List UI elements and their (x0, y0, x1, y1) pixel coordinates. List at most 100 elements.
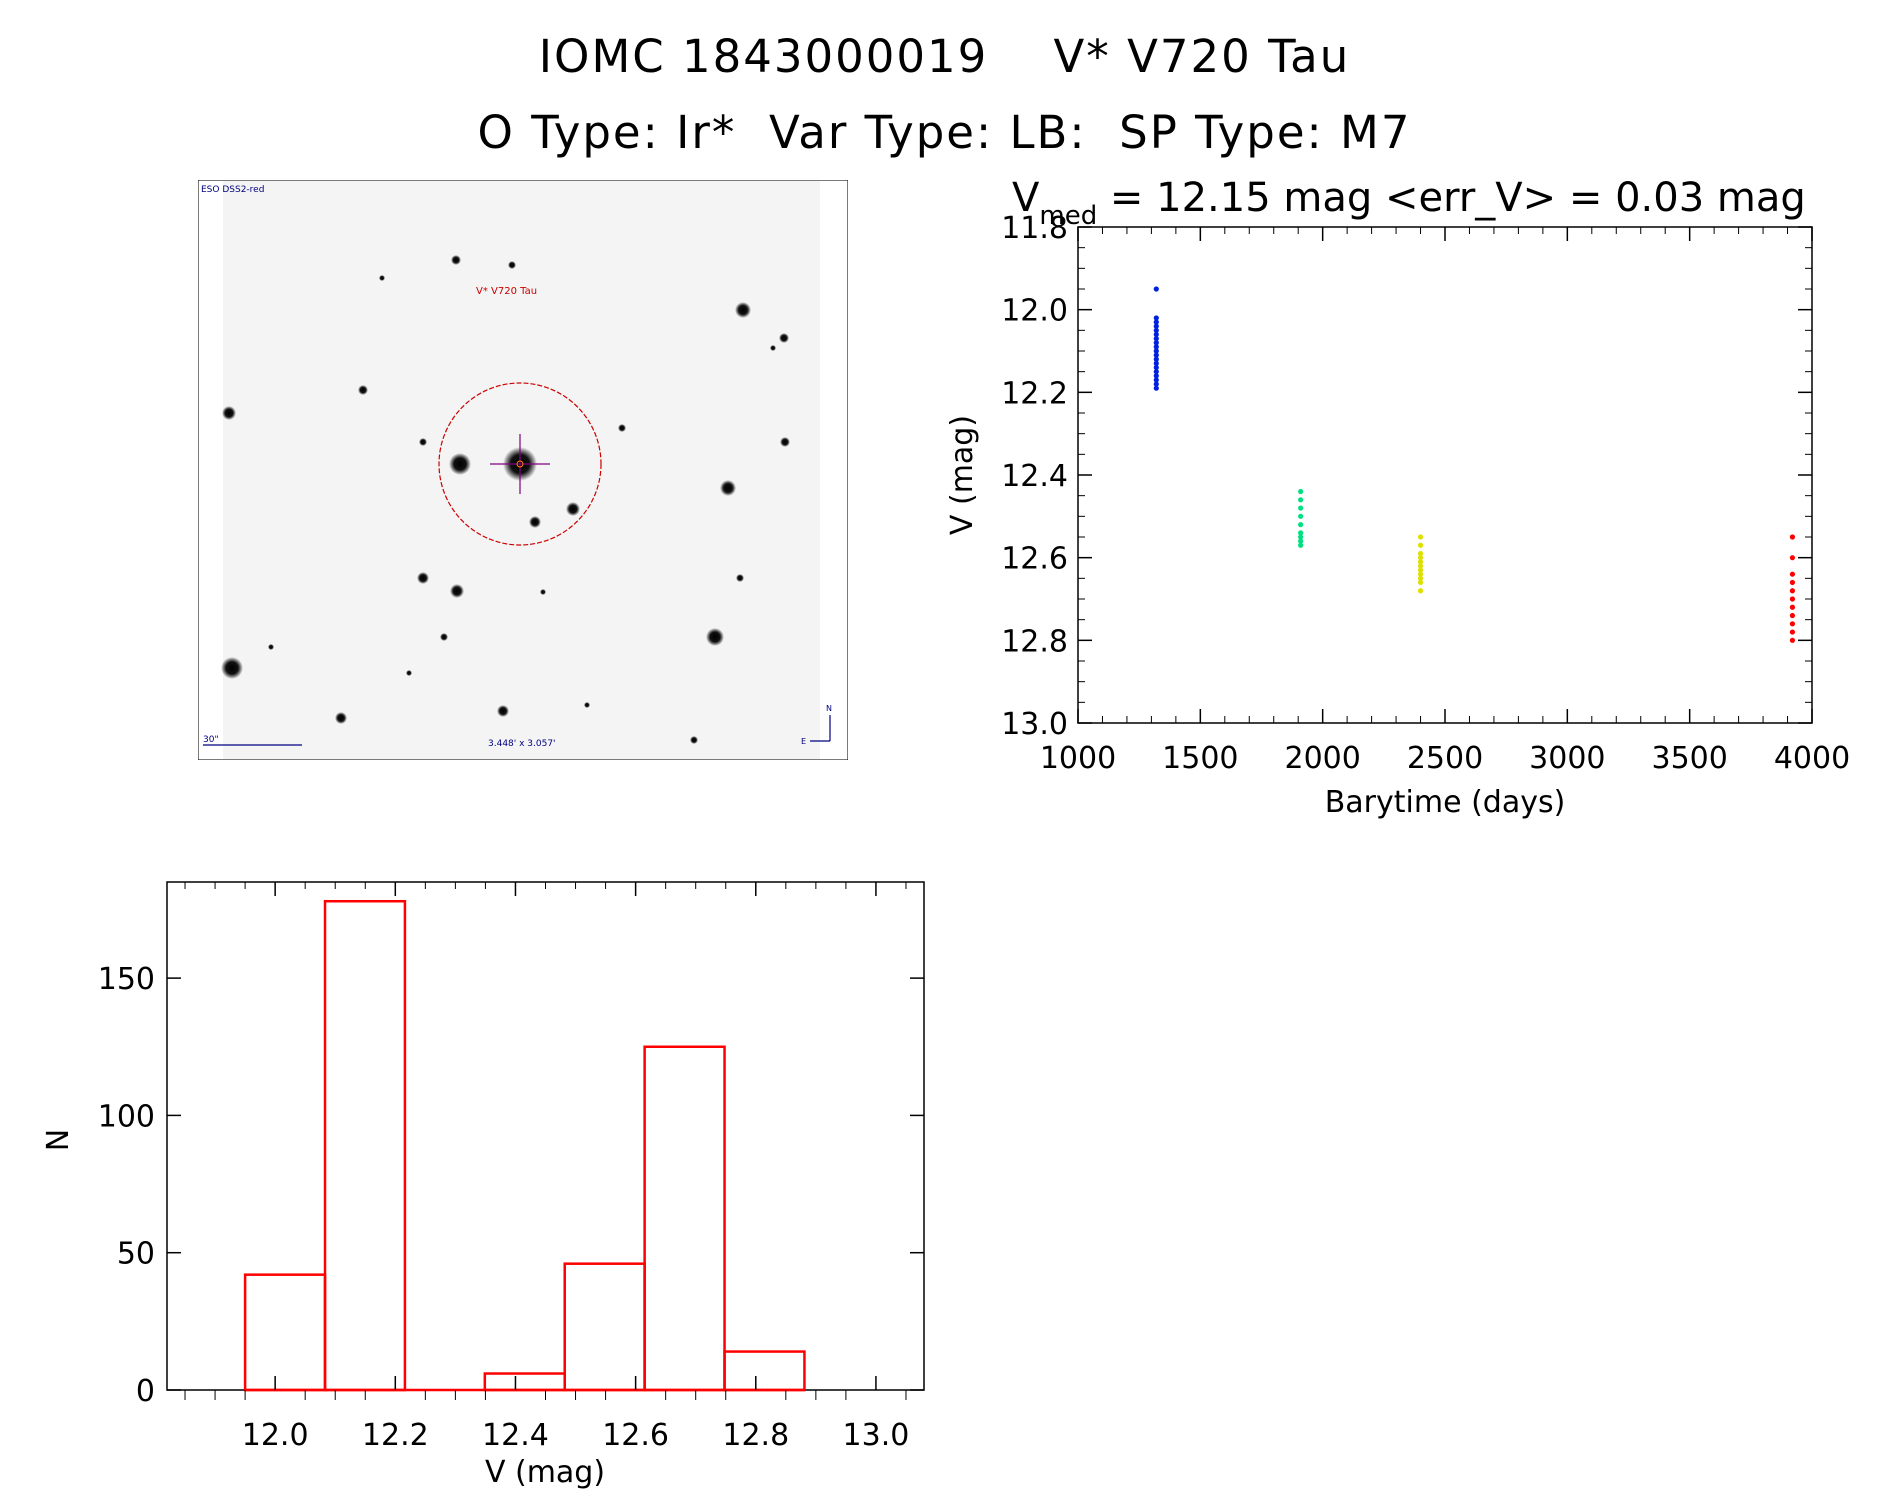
data-point-season-2 (1298, 505, 1304, 511)
data-point-season-4 (1789, 621, 1796, 627)
field-star (222, 406, 236, 420)
histogram-bar (723, 1350, 806, 1392)
field-star (497, 705, 509, 717)
target-circle (438, 382, 602, 546)
data-point-season-1 (1153, 352, 1159, 358)
light-curve-title-rest: = 12.15 mag <err_V> = 0.03 mag (1097, 175, 1806, 221)
data-point-season-4 (1789, 629, 1796, 635)
data-point-season-1 (1153, 286, 1159, 292)
light-curve-title: Vmed = 12.15 mag <err_V> = 0.03 mag (1012, 175, 1806, 231)
data-point-season-1 (1153, 360, 1159, 366)
field-star (450, 584, 464, 598)
field-star (584, 702, 590, 708)
data-point-season-1 (1153, 348, 1159, 354)
field-stars (221, 255, 790, 744)
field-star (780, 437, 790, 447)
field-star (529, 516, 541, 528)
light-curve-y-label: V (mag) (945, 415, 980, 535)
x-tick-label: 12.6 (602, 1418, 669, 1453)
light-curve-ticks: 1000 1500 2000 2500 3000 3500 4000 11.8 12.0 12.2… (1001, 211, 1850, 776)
data-point-season-2 (1298, 513, 1304, 519)
data-point-season-2 (1298, 488, 1304, 495)
field-star (779, 333, 789, 343)
data-point-season-4 (1789, 534, 1796, 540)
x-tick-label: 12.2 (362, 1418, 429, 1453)
x-tick-label: 13.0 (843, 1418, 910, 1453)
field-star (566, 502, 580, 516)
x-tick-label: 1500 (1162, 741, 1238, 776)
data-point-season-4 (1789, 596, 1796, 602)
data-point-season-3 (1417, 571, 1424, 577)
light-curve-points (1153, 286, 1796, 643)
data-point-season-1 (1153, 327, 1159, 333)
histogram-bar (243, 1273, 327, 1392)
data-point-season-3 (1417, 555, 1424, 561)
x-tick-label: 4000 (1774, 741, 1850, 776)
image-left-margin (199, 181, 223, 759)
x-tick-label: 2000 (1284, 741, 1360, 776)
survey-label: ESO DSS2-red (201, 185, 264, 195)
x-tick-label: 3500 (1651, 741, 1727, 776)
data-point-season-1 (1153, 369, 1159, 375)
field-star (379, 275, 385, 281)
field-star (268, 644, 274, 650)
data-point-season-4 (1789, 579, 1796, 586)
data-point-season-1 (1153, 331, 1159, 338)
data-point-season-1 (1153, 364, 1159, 371)
y-tick-label: 50 (117, 1237, 155, 1272)
data-point-season-1 (1153, 336, 1159, 342)
field-star (770, 345, 776, 351)
data-point-season-3 (1417, 534, 1424, 540)
compass-east-label: E (801, 737, 806, 746)
data-point-season-1 (1153, 344, 1159, 350)
x-tick-label: 12.0 (242, 1418, 309, 1453)
field-star (735, 302, 751, 318)
data-point-season-4 (1789, 637, 1796, 643)
data-point-season-1 (1153, 373, 1159, 379)
histogram-chart: 12.0 12.2 12.4 12.6 12.8 13.0 0 50 100 150 V (mag… (41, 881, 925, 1490)
y-tick-label: 12.0 (1001, 294, 1068, 329)
data-point-season-3 (1417, 563, 1424, 569)
data-point-season-1 (1153, 381, 1159, 387)
y-tick-label: 150 (98, 962, 155, 997)
field-star (736, 574, 744, 582)
data-point-season-2 (1298, 530, 1304, 536)
field-star (618, 424, 626, 432)
image-right-margin (820, 181, 847, 759)
target-label: V* V720 Tau (476, 286, 537, 297)
target-mark (516, 460, 524, 468)
x-tick-label: 12.8 (722, 1418, 789, 1453)
field-star (221, 657, 243, 679)
data-point-season-3 (1417, 588, 1424, 594)
x-tick-label: 2500 (1407, 741, 1483, 776)
field-star (358, 385, 368, 395)
y-tick-label: 13.0 (1001, 707, 1068, 742)
data-point-season-4 (1789, 604, 1796, 610)
data-point-season-2 (1298, 497, 1304, 503)
light-curve-title-subscript: med (1039, 201, 1097, 231)
light-curve-axes-box (1077, 226, 1813, 724)
data-point-season-1 (1153, 340, 1159, 346)
field-star (720, 480, 736, 496)
data-point-season-1 (1153, 315, 1159, 321)
data-point-season-4 (1789, 588, 1796, 594)
data-point-season-3 (1417, 575, 1424, 581)
field-star (508, 261, 516, 269)
histogram-axes-box (166, 881, 925, 1391)
data-point-season-1 (1153, 319, 1159, 325)
y-tick-label: 11.8 (1001, 211, 1068, 246)
field-star (449, 453, 471, 475)
field-star (451, 255, 461, 265)
page-title: IOMC 1843000019 V* V720 Tau (538, 30, 1351, 83)
x-tick-label: 3000 (1529, 741, 1605, 776)
data-point-season-1 (1153, 323, 1159, 329)
data-point-season-3 (1417, 550, 1424, 557)
field-star (540, 589, 546, 595)
light-curve-chart: 1000 1500 2000 2500 3000 3500 4000 11.8 12.0 12.2… (945, 175, 1850, 820)
data-point-season-3 (1417, 567, 1424, 573)
field-star (706, 628, 724, 646)
fov-label: 3.448' x 3.057' (488, 739, 556, 749)
y-tick-label: 12.8 (1001, 624, 1068, 659)
field-star (335, 712, 347, 724)
